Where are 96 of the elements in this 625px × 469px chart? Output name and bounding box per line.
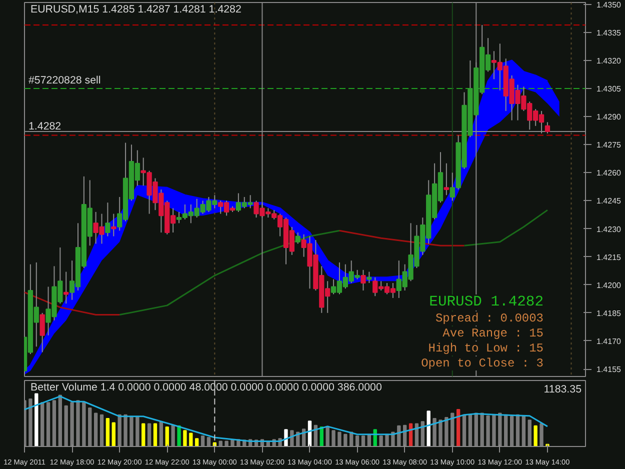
y-tick-label: 1.4350 (596, 0, 622, 10)
y-tick-label: 1.4320 (596, 56, 622, 66)
y-tick-label: 1.4245 (596, 196, 622, 206)
bar (130, 416, 134, 446)
bar (474, 412, 478, 446)
y-tick-label: 1.4170 (596, 336, 622, 346)
bar (189, 432, 193, 446)
bar (510, 416, 514, 446)
bar (165, 426, 169, 446)
annotation: Ave Range : 15 (442, 326, 544, 340)
ref-line-label: #57220828 sell (28, 74, 101, 87)
bar (142, 423, 146, 446)
y-tick-label: 1.4185 (596, 308, 622, 318)
candlestick (360, 269, 366, 291)
bar (486, 415, 490, 446)
bar (153, 423, 158, 446)
bar (82, 402, 86, 446)
bar (218, 440, 222, 446)
bar (492, 414, 496, 446)
bar (40, 402, 44, 446)
bar (206, 437, 211, 446)
annotation: 1183.35 (544, 384, 582, 396)
bar (52, 400, 56, 446)
bar (522, 416, 526, 446)
y-tick-label: 1.4215 (596, 252, 622, 262)
bar (124, 414, 128, 446)
bar (177, 425, 181, 446)
y-tick-label: 1.4155 (596, 365, 622, 374)
bar (284, 429, 288, 446)
annotation: EURUSD 1.4282 (429, 294, 544, 310)
bar (344, 434, 348, 446)
bar (498, 412, 502, 446)
bar (112, 422, 116, 446)
y-tick-label: 1.4305 (596, 84, 622, 94)
bar (361, 435, 366, 446)
bar (46, 402, 50, 446)
y-tick-label: 1.4335 (596, 28, 622, 38)
bar (70, 402, 74, 446)
ref-line-label: 1.4282 (28, 120, 62, 133)
bar (462, 414, 466, 446)
candlestick (64, 271, 69, 304)
bar (468, 414, 472, 446)
bar (94, 412, 98, 446)
y-tick-label: 1.4260 (596, 168, 622, 178)
bar (432, 418, 436, 446)
y-tick-label: 1.4230 (596, 224, 622, 234)
bar (106, 418, 110, 446)
candlestick (366, 271, 372, 284)
bar (34, 393, 38, 446)
bar (516, 414, 520, 446)
chart-title: Better Volume 1.4 0.0000 0.0000 48.0000 0.0000 0.0000 0.0000 386.0000 (30, 382, 382, 394)
candlestick (111, 213, 116, 237)
y-tick-label: 1.4275 (596, 140, 622, 150)
bar (195, 438, 199, 446)
bar (385, 434, 389, 446)
candlestick (40, 312, 45, 353)
bar (332, 430, 336, 446)
annotation: High to Low : 15 (428, 342, 544, 356)
bar (100, 414, 104, 446)
bar (183, 430, 187, 446)
annotation: Spread : 0.0003 (435, 312, 544, 326)
bar (540, 423, 544, 446)
bar (28, 398, 32, 446)
bar (159, 421, 164, 446)
bar (64, 405, 68, 446)
bar (224, 440, 228, 446)
bar (230, 440, 234, 446)
bar (326, 426, 330, 446)
bar (136, 416, 140, 446)
bar (171, 424, 175, 446)
y-tick-label: 1.4290 (596, 112, 622, 122)
candlestick (105, 202, 110, 237)
candlestick (295, 232, 300, 244)
line-series (464, 209, 548, 246)
y-tick-label: 1.4200 (596, 280, 622, 290)
bar (426, 410, 430, 446)
bar (534, 425, 538, 446)
candlestick (444, 162, 450, 196)
bar (290, 430, 294, 446)
bar (379, 435, 383, 446)
bar (147, 423, 152, 446)
bar (200, 435, 205, 446)
bar (444, 416, 448, 446)
annotation: Open to Close : 3 (421, 356, 544, 370)
bar (438, 420, 442, 446)
bar (88, 407, 92, 446)
bar (528, 420, 532, 446)
bar (58, 394, 62, 446)
line-series (118, 230, 340, 316)
bar (118, 414, 122, 446)
bar (76, 400, 80, 446)
bar (456, 409, 460, 446)
bar (480, 412, 484, 446)
chart-title: EURUSD,M15 1.4285 1.4287 1.4281 1.4282 (30, 4, 242, 16)
bar (504, 414, 508, 446)
bar (338, 432, 342, 446)
